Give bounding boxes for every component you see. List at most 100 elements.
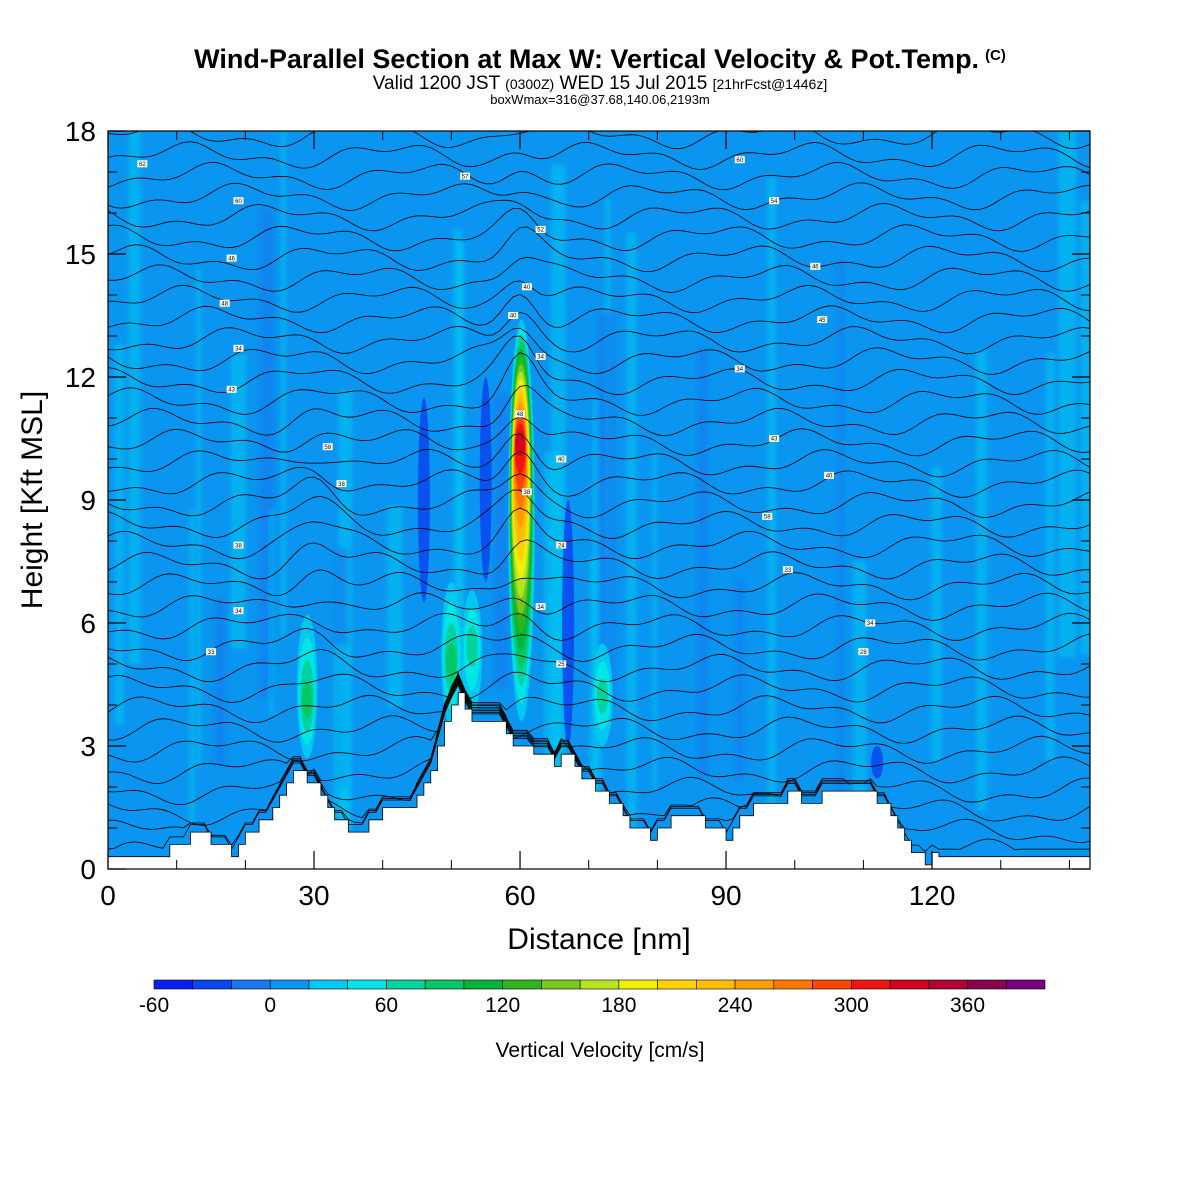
w-streak bbox=[551, 164, 566, 786]
y-axis-label: Height [Kft MSL] bbox=[16, 391, 49, 609]
contour-label-bg bbox=[226, 385, 237, 393]
theta-contour bbox=[108, 293, 1090, 334]
contour-label-text: 25 bbox=[558, 662, 565, 668]
w-streak bbox=[387, 505, 403, 708]
x-axis-ticks: 0 30 60 90 120 bbox=[100, 131, 1070, 911]
contour-label-bg bbox=[824, 471, 835, 479]
contour-label-text: 46 bbox=[812, 265, 819, 271]
contour-label-bg bbox=[734, 156, 745, 164]
contour-label: 34 bbox=[535, 603, 546, 611]
theta-contour bbox=[108, 416, 1090, 457]
colorbar-swatch bbox=[231, 979, 271, 990]
colorbar-swatch bbox=[347, 979, 387, 990]
colorbar bbox=[153, 979, 1046, 990]
theta-contour bbox=[108, 627, 1090, 662]
contour-label-bg bbox=[865, 619, 876, 627]
contour-label-text: 28 bbox=[860, 650, 867, 656]
colorbar-swatch bbox=[773, 979, 813, 990]
contour-label: 54 bbox=[769, 197, 780, 205]
colorbar-tick-label: 360 bbox=[950, 994, 985, 1017]
contour-label: 38 bbox=[233, 541, 244, 549]
contour-label-text: 33 bbox=[208, 650, 215, 656]
contour-label-bg bbox=[233, 541, 244, 549]
colorbar-swatch bbox=[424, 979, 465, 990]
colorbar-swatch bbox=[734, 979, 775, 990]
theta-contour bbox=[108, 226, 1090, 273]
colorbar-label: Vertical Velocity [cm/s] bbox=[496, 1039, 705, 1062]
downdraft-cell bbox=[871, 746, 884, 779]
colorbar-swatch bbox=[308, 979, 348, 990]
chart-subtitle-valid-time: Valid 1200 JST (0300Z) WED 15 Jul 2015 [… bbox=[0, 73, 1200, 95]
x-tick-label: 30 bbox=[298, 880, 329, 911]
w-streak bbox=[931, 467, 942, 761]
theta-contour bbox=[108, 161, 1090, 191]
valid-time-zulu: (0300Z) bbox=[505, 76, 555, 92]
colorbar-swatch bbox=[967, 979, 1007, 990]
contour-label: 34 bbox=[734, 365, 745, 373]
contour-label-bg bbox=[535, 353, 546, 360]
contour-label-text: 58 bbox=[324, 445, 331, 451]
contour-label-text: 34 bbox=[736, 367, 743, 373]
contour-label: 58 bbox=[762, 512, 773, 521]
theta-contour bbox=[108, 352, 1090, 416]
theta-contour bbox=[108, 672, 1090, 724]
w-streak bbox=[837, 261, 844, 803]
contour-label-bg bbox=[769, 435, 780, 442]
theta-contour bbox=[108, 684, 1090, 852]
contour-label: 58 bbox=[322, 443, 333, 451]
theta-contour bbox=[108, 256, 1090, 293]
contour-label-bg bbox=[206, 648, 217, 656]
colorbar-tick-label: 300 bbox=[834, 994, 869, 1017]
theta-contour bbox=[108, 335, 1090, 396]
w-streak bbox=[1080, 201, 1090, 655]
contour-label: 38 bbox=[336, 480, 347, 488]
theta-contour bbox=[108, 682, 1090, 846]
contour-label: 40 bbox=[556, 455, 567, 463]
colorbar-swatch bbox=[696, 979, 736, 990]
contour-label: 43 bbox=[769, 435, 780, 443]
contour-label: 25 bbox=[556, 660, 567, 668]
contour-label: 40 bbox=[521, 283, 532, 291]
vertical-velocity-streaks bbox=[114, 131, 1090, 850]
theta-contour bbox=[108, 131, 1090, 150]
w-streak bbox=[196, 268, 202, 768]
contour-label-bg bbox=[137, 160, 148, 168]
w-streak bbox=[976, 350, 987, 811]
contour-label-text: 38 bbox=[235, 543, 242, 549]
w-streak bbox=[281, 131, 286, 638]
contour-label: 48 bbox=[515, 410, 526, 418]
colorbar-swatch bbox=[541, 979, 581, 990]
x-axis-label: Distance [nm] bbox=[507, 923, 690, 956]
contour-label-bg bbox=[734, 365, 745, 373]
contour-label-text: 40 bbox=[826, 474, 833, 480]
contour-label-bg bbox=[556, 660, 567, 668]
contour-label-bg bbox=[336, 480, 347, 488]
contour-label-bg bbox=[521, 283, 532, 291]
y-tick-label: 0 bbox=[80, 854, 96, 885]
contour-label-bg bbox=[219, 299, 230, 307]
contour-label: 34 bbox=[865, 619, 876, 627]
contour-label-text: 38 bbox=[338, 482, 345, 488]
contour-label: 60 bbox=[734, 156, 745, 164]
contour-label-bg bbox=[858, 648, 869, 656]
y-tick-label: 15 bbox=[65, 239, 96, 270]
colorbar-swatch bbox=[851, 979, 891, 990]
w-streak bbox=[114, 343, 124, 725]
w-streak bbox=[494, 392, 509, 688]
theta-contour bbox=[108, 677, 1090, 785]
theta-contour bbox=[108, 141, 1090, 170]
colorbar-swatch bbox=[502, 979, 542, 990]
w-streak bbox=[230, 354, 246, 649]
theta-contour bbox=[108, 679, 1090, 805]
w-streak bbox=[626, 233, 637, 840]
contour-label-text: 60 bbox=[235, 199, 242, 205]
theta-contour bbox=[108, 327, 1090, 375]
colorbar-swatch bbox=[1005, 979, 1046, 990]
w-streak bbox=[1045, 353, 1055, 762]
contour-label-text: 34 bbox=[867, 621, 874, 627]
contour-label-text: 34 bbox=[537, 355, 544, 361]
terrain bbox=[108, 692, 1090, 869]
w-streak bbox=[1058, 131, 1076, 658]
updraft-level bbox=[515, 431, 525, 457]
contour-label-text: 40 bbox=[510, 314, 517, 320]
